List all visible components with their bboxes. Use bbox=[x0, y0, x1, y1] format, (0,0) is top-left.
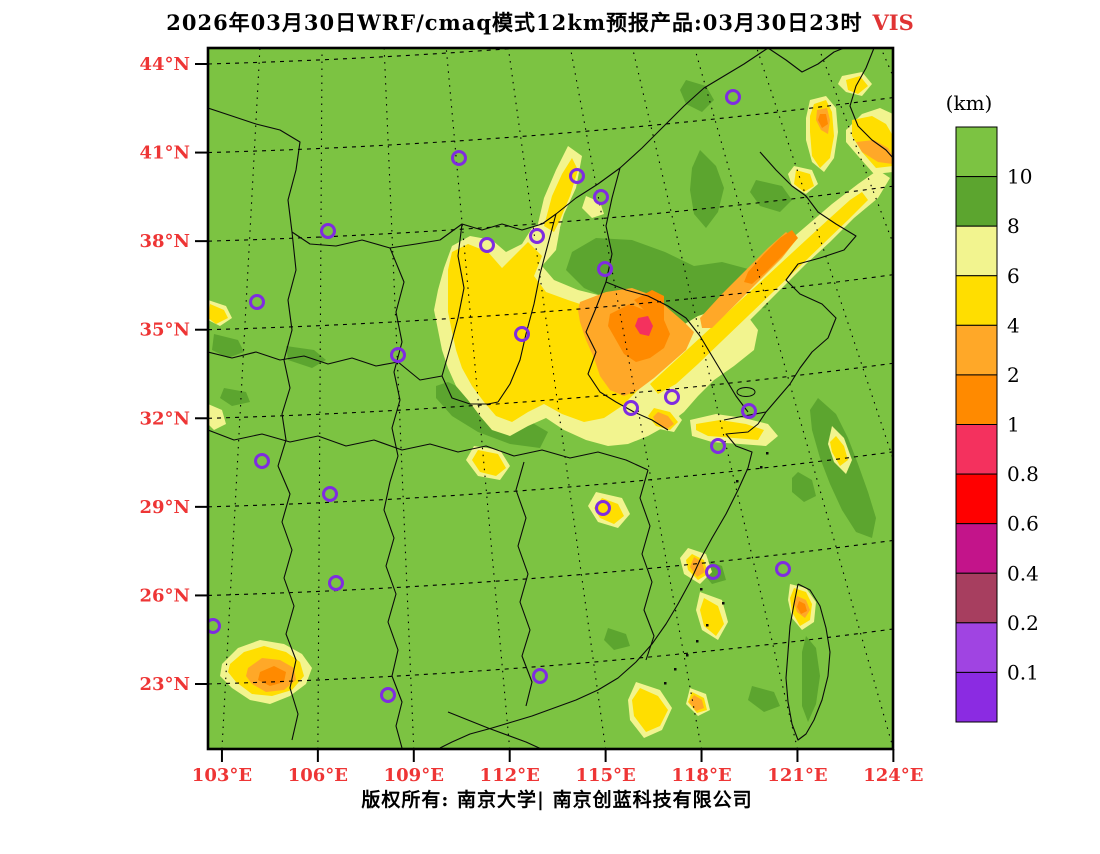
legend-tick-label: 1 bbox=[1007, 413, 1020, 437]
island-dot bbox=[664, 682, 667, 685]
lat-tick-label: 41°N bbox=[139, 143, 190, 164]
lat-tick-label: 44°N bbox=[139, 54, 190, 75]
legend-tick-label: 4 bbox=[1007, 313, 1020, 337]
legend-unit-label: (km) bbox=[946, 91, 993, 115]
legend-color-box bbox=[956, 425, 997, 475]
legend-color-box bbox=[956, 672, 997, 722]
lon-tick-label: 124°E bbox=[863, 765, 923, 786]
legend-tick-label: 6 bbox=[1007, 264, 1020, 288]
lon-tick-label: 121°E bbox=[767, 765, 827, 786]
island-dot bbox=[760, 466, 763, 469]
legend-colorbar: 10 8 6 4 2 1 0.8 0.6 0.4 0.2 0.1 bbox=[956, 127, 1039, 722]
legend-color-box bbox=[956, 127, 997, 177]
title-variable-name: VIS bbox=[871, 10, 913, 35]
legend-color-box bbox=[956, 226, 997, 276]
lon-tick-label: 106°E bbox=[288, 765, 348, 786]
island-dot bbox=[686, 654, 689, 657]
legend-color-box bbox=[956, 177, 997, 227]
island-dot bbox=[696, 640, 699, 643]
island-dot bbox=[722, 602, 725, 605]
lat-tick-label: 32°N bbox=[139, 408, 190, 429]
lon-tick-label: 109°E bbox=[384, 765, 444, 786]
lon-tick-label: 115°E bbox=[575, 765, 635, 786]
legend-color-box bbox=[956, 623, 997, 673]
island-dot bbox=[706, 624, 709, 627]
lon-tick-label: 112°E bbox=[480, 765, 540, 786]
legend-color-box bbox=[956, 276, 997, 326]
legend-tick-label: 10 bbox=[1007, 165, 1032, 189]
legend-tick-label: 0.2 bbox=[1007, 611, 1039, 635]
legend-tick-label: 0.8 bbox=[1007, 462, 1039, 486]
lat-tick-label: 26°N bbox=[139, 585, 190, 606]
legend-color-box bbox=[956, 375, 997, 425]
page-title: 2026年03月30日WRF/cmaq模式12km预报产品:03月30日23时 V… bbox=[166, 10, 914, 35]
lat-tick-label: 38°N bbox=[139, 231, 190, 252]
island-dot bbox=[700, 588, 703, 591]
legend: (km) 10 8 6 4 2 1 0.8 0.6 0.4 0.2 0.1 bbox=[946, 91, 1039, 722]
lat-tick-label: 29°N bbox=[139, 497, 190, 518]
legend-tick-label: 0.6 bbox=[1007, 512, 1039, 536]
copyright-caption: 版权所有: 南京大学| 南京创蓝科技有限公司 bbox=[361, 788, 752, 811]
legend-tick-label: 2 bbox=[1007, 363, 1020, 387]
legend-color-box bbox=[956, 474, 997, 524]
lon-tick-label: 118°E bbox=[671, 765, 731, 786]
legend-tick-label: 0.1 bbox=[1007, 660, 1039, 684]
island-dot bbox=[766, 452, 769, 455]
lon-tick-label: 103°E bbox=[192, 765, 252, 786]
legend-color-box bbox=[956, 325, 997, 375]
island-dot bbox=[674, 668, 677, 671]
lat-tick-label: 35°N bbox=[139, 320, 190, 341]
legend-tick-label: 8 bbox=[1007, 214, 1020, 238]
lat-tick-label: 23°N bbox=[139, 674, 190, 695]
island-dot bbox=[736, 480, 739, 483]
legend-color-box bbox=[956, 524, 997, 574]
legend-color-box bbox=[956, 573, 997, 623]
title-text: 2026年03月30日WRF/cmaq模式12km预报产品:03月30日23时 bbox=[166, 10, 862, 35]
legend-tick-label: 0.4 bbox=[1007, 561, 1039, 585]
